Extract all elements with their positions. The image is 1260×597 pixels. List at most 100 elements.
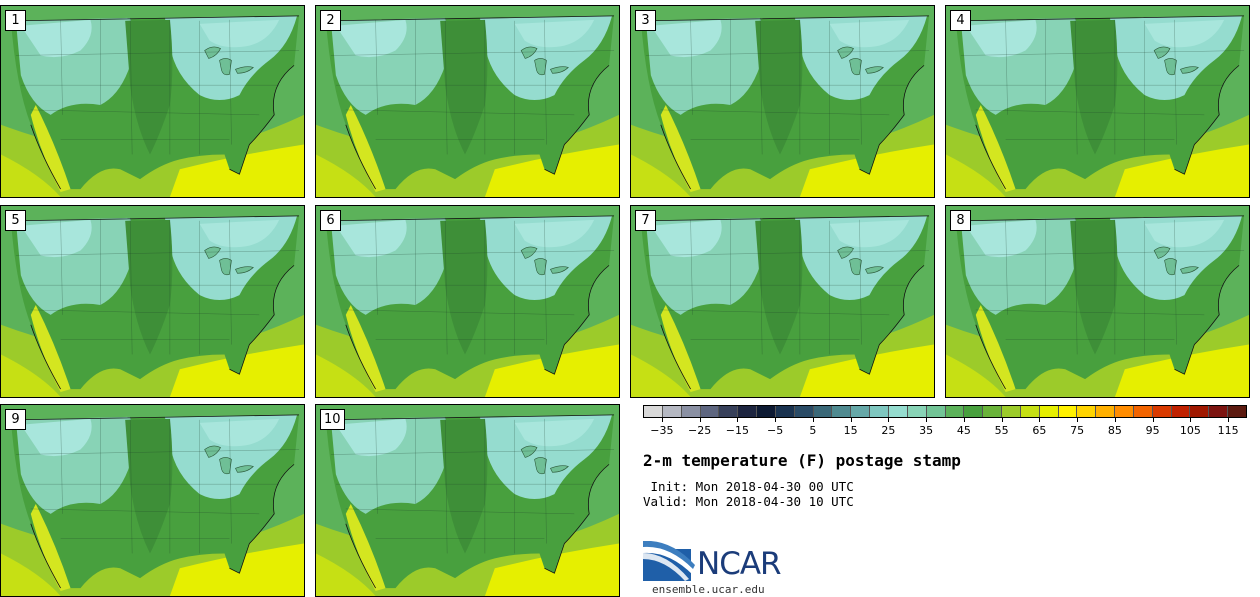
colorbar-swatch — [888, 406, 908, 417]
colorbar-swatch — [700, 406, 720, 417]
lake — [550, 465, 569, 473]
cold-region — [20, 19, 92, 58]
lake — [204, 246, 221, 259]
colorbar-tick-label: 85 — [1107, 424, 1122, 437]
warm-band-west — [316, 154, 376, 197]
state-border — [15, 50, 300, 56]
ncar-logo-icon — [643, 541, 695, 581]
member-panel-4[interactable]: 4 — [945, 5, 1250, 198]
colorbar-swatch — [907, 406, 927, 417]
lake — [235, 266, 254, 274]
state-border — [690, 219, 693, 315]
colorbar-swatch — [870, 406, 889, 417]
colorbar-swatch — [794, 406, 814, 417]
valid-time: Valid: Mon 2018-04-30 10 UTC — [643, 494, 854, 509]
colorbar-swatch — [757, 406, 776, 417]
lake — [534, 258, 547, 276]
member-panel-3[interactable]: 3 — [630, 5, 935, 198]
state-border — [544, 418, 547, 544]
state-border — [690, 19, 693, 115]
colorbar-tick-label: 35 — [919, 424, 934, 437]
cold-region-ne — [829, 219, 910, 248]
lake — [534, 58, 547, 76]
desert-strip — [30, 503, 71, 592]
colorbar-tick — [737, 418, 739, 422]
colorbar-tick — [661, 418, 663, 422]
desert-strip — [660, 104, 701, 193]
desert-strip — [345, 104, 386, 193]
warm-band-west — [631, 154, 691, 197]
lake — [204, 46, 221, 59]
colorbar-swatch — [1020, 406, 1040, 417]
state-border — [229, 219, 232, 345]
temperature-map — [946, 6, 1249, 197]
colorbar-tick-label: 65 — [1032, 424, 1047, 437]
temperature-map — [1, 6, 304, 197]
colorbar-tick-label: 105 — [1179, 424, 1201, 437]
member-panel-2[interactable]: 2 — [315, 5, 620, 198]
colorbar-tick — [888, 418, 890, 422]
state-border — [1074, 17, 1078, 155]
colorbar-swatch — [775, 406, 795, 417]
lake — [1153, 246, 1171, 259]
colorbar-swatch — [1058, 406, 1078, 417]
lake — [1164, 258, 1177, 276]
colorbar-swatch — [662, 406, 682, 417]
temperature-map — [946, 206, 1249, 397]
plot-title: 2-m temperature (F) postage stamp — [643, 451, 961, 470]
state-border — [375, 19, 378, 115]
member-panel-1[interactable]: 1 — [0, 5, 305, 198]
colorbar-swatch — [926, 406, 946, 417]
temperature-map — [631, 6, 934, 197]
member-label: 5 — [5, 210, 26, 231]
temperature-map — [316, 6, 619, 197]
member-panel-7[interactable]: 7 — [630, 205, 935, 398]
colorbar-ticks: −35 −25 −15 −5 5 15 25 35 45 55 65 75 85 95 105 115 — [643, 418, 1247, 442]
state-border — [229, 418, 232, 544]
state-border — [30, 309, 260, 316]
cold-region-ne — [199, 219, 280, 248]
colorbar-tick-label: 25 — [881, 424, 896, 437]
cold-region — [335, 418, 407, 457]
state-border — [859, 19, 862, 145]
state-border — [645, 50, 930, 56]
member-label: 10 — [320, 409, 345, 430]
lake — [219, 258, 232, 276]
state-border — [30, 508, 260, 515]
colorbar-tick-label: 115 — [1217, 424, 1239, 437]
colorbar-swatch — [1190, 406, 1210, 417]
colorbar-swatch — [1115, 406, 1134, 417]
member-panel-10[interactable]: 10 — [315, 404, 620, 597]
state-border — [1074, 217, 1078, 355]
state-border — [345, 309, 575, 316]
site-url[interactable]: ensemble.ucar.edu — [652, 583, 765, 596]
member-panel-5[interactable]: 5 — [0, 205, 305, 398]
colorbar-tick-label: −15 — [725, 424, 749, 437]
colorbar-swatch — [738, 406, 758, 417]
state-border — [60, 418, 63, 514]
lake — [520, 445, 538, 458]
temperature-colorbar — [643, 405, 1247, 418]
coastline — [325, 414, 615, 589]
colorbar-swatch — [1228, 406, 1246, 417]
lake — [219, 58, 232, 76]
temperature-map — [1, 206, 304, 397]
cold-region — [650, 219, 722, 258]
temperature-map — [631, 206, 934, 397]
colorbar-tick-label: −5 — [767, 424, 784, 437]
warm-band-west — [1, 154, 61, 197]
cold-region — [335, 219, 407, 258]
colorbar-swatch — [719, 406, 739, 417]
member-label: 7 — [635, 210, 656, 231]
member-panel-6[interactable]: 6 — [315, 205, 620, 398]
member-panel-8[interactable]: 8 — [945, 205, 1250, 398]
state-border — [129, 416, 133, 554]
cold-region-ne — [514, 19, 595, 48]
member-panel-9[interactable]: 9 — [0, 404, 305, 597]
colorbar-tick-label: 45 — [956, 424, 971, 437]
state-border — [645, 250, 930, 256]
cold-region-ne — [199, 418, 280, 447]
lake — [550, 266, 569, 274]
state-border — [60, 19, 63, 115]
colorbar-swatch — [1171, 406, 1191, 417]
